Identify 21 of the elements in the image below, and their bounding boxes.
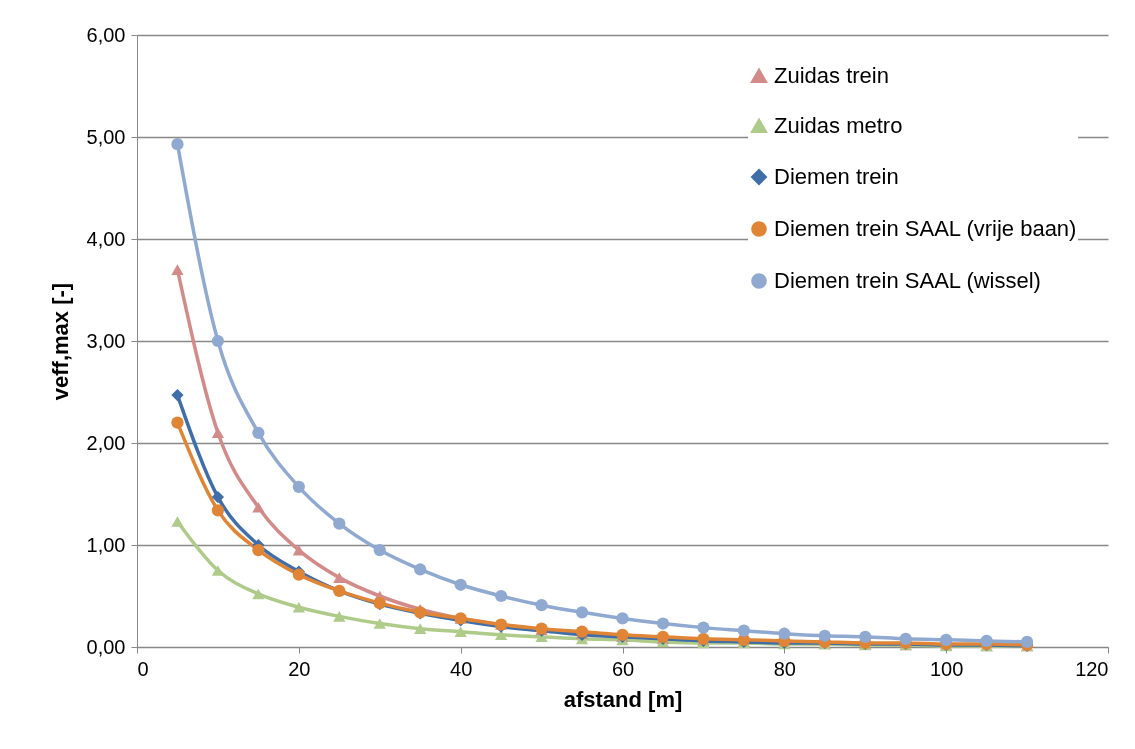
y-tick-label: 2,00: [86, 431, 126, 454]
legend-label: Zuidas trein: [774, 63, 889, 88]
y-tick-label: 5,00: [86, 125, 126, 148]
y-tick-label: 3,00: [86, 329, 126, 352]
x-tick-label: 40: [450, 657, 473, 680]
legend-label: Diemen trein SAAL (wissel): [774, 268, 1041, 293]
y-tick-label: 0,00: [86, 635, 126, 658]
legend-label: Zuidas metro: [774, 113, 903, 138]
x-tick-label: 80: [773, 657, 796, 680]
legend-label: Diemen trein SAAL (vrije baan): [774, 216, 1077, 241]
x-axis-title: afstand [m]: [563, 686, 683, 712]
y-tick-label: 6,00: [86, 23, 126, 46]
x-tick-label: 60: [611, 657, 635, 680]
x-tick-label: 20: [288, 657, 311, 680]
y-tick-label: 4,00: [86, 227, 126, 250]
x-tick-label: 100: [929, 657, 964, 680]
y-tick-label: 1,00: [86, 533, 126, 556]
y-axis-title: veff,max [-]: [47, 282, 73, 401]
legend-label: Diemen trein: [774, 164, 899, 189]
x-tick-label: 0: [137, 657, 149, 680]
x-tick-label: 120: [1075, 657, 1109, 680]
